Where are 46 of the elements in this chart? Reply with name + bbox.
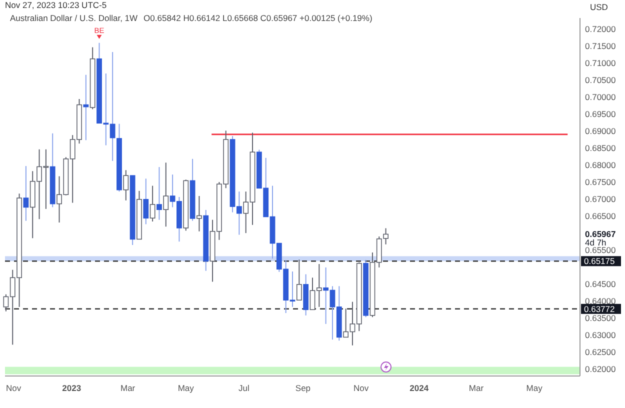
text: 0.65967 [585,229,616,240]
chart-subtitle: O0.65842 H0.66142 L0.65668 C0.65967 +0.00125 (+0.19%) [144,13,372,23]
y-tick-label: 0.70000 [585,92,616,102]
y-tick-label: 0.63500 [585,313,616,324]
x-tick-label: 2023 [62,383,82,393]
y-tick-label: 0.64000 [585,296,616,306]
chart-title: Australian Dollar / U.S. Dollar, 1W [10,13,138,23]
candlestick [123,170,129,201]
candlestick [150,185,156,222]
x-tick-label: Jul [238,383,250,393]
y-tick-label: 0.67000 [585,194,616,204]
y-tick-label: 0.67500 [585,177,616,187]
y-tick-label: 0.70500 [585,74,616,85]
y-tick-label: 0.72000 [585,24,616,34]
y-axis-title: USD [590,2,608,12]
y-tick-label: 0.63000 [585,330,616,340]
x-tick-label: May [178,383,195,393]
y-tick-label: 0.64500 [585,279,616,290]
candlestick [143,178,149,225]
y-tick-label: 0.69500 [585,108,616,119]
text: Nov 27, 2023 10:23 UTC-5 [5,0,107,10]
y-tick-label: 0.65500 [585,245,616,256]
y-tick-label: 0.62000 [585,364,616,374]
candlestick [196,195,202,232]
x-tick-label: Nov [353,383,370,393]
y-tick-label: 0.62500 [585,347,616,358]
text: 4d 7h [585,238,607,248]
y-tick-label: 0.68000 [585,160,616,170]
x-tick-label: Mar [120,383,136,393]
ref-line-label: 0.65175 [584,256,615,266]
y-tick-label: 0.69000 [585,126,616,136]
x-tick-label: May [526,383,544,393]
x-tick-label: Mar [468,383,484,393]
y-tick-label: 0.71500 [585,40,616,51]
x-tick-label: Nov [6,383,22,393]
y-tick-label: 0.66500 [585,211,616,222]
candlestick [163,162,169,228]
y-tick-label: 0.71000 [585,58,616,68]
ref-line-label: 0.63772 [584,304,615,314]
x-tick-label: 2024 [410,383,429,393]
y-tick-label: 0.68500 [585,142,616,153]
candlestick [156,166,162,220]
candlestick [296,259,302,301]
x-tick-label: Sep [295,383,311,393]
candlestick [83,74,89,141]
candlestick [23,166,29,222]
